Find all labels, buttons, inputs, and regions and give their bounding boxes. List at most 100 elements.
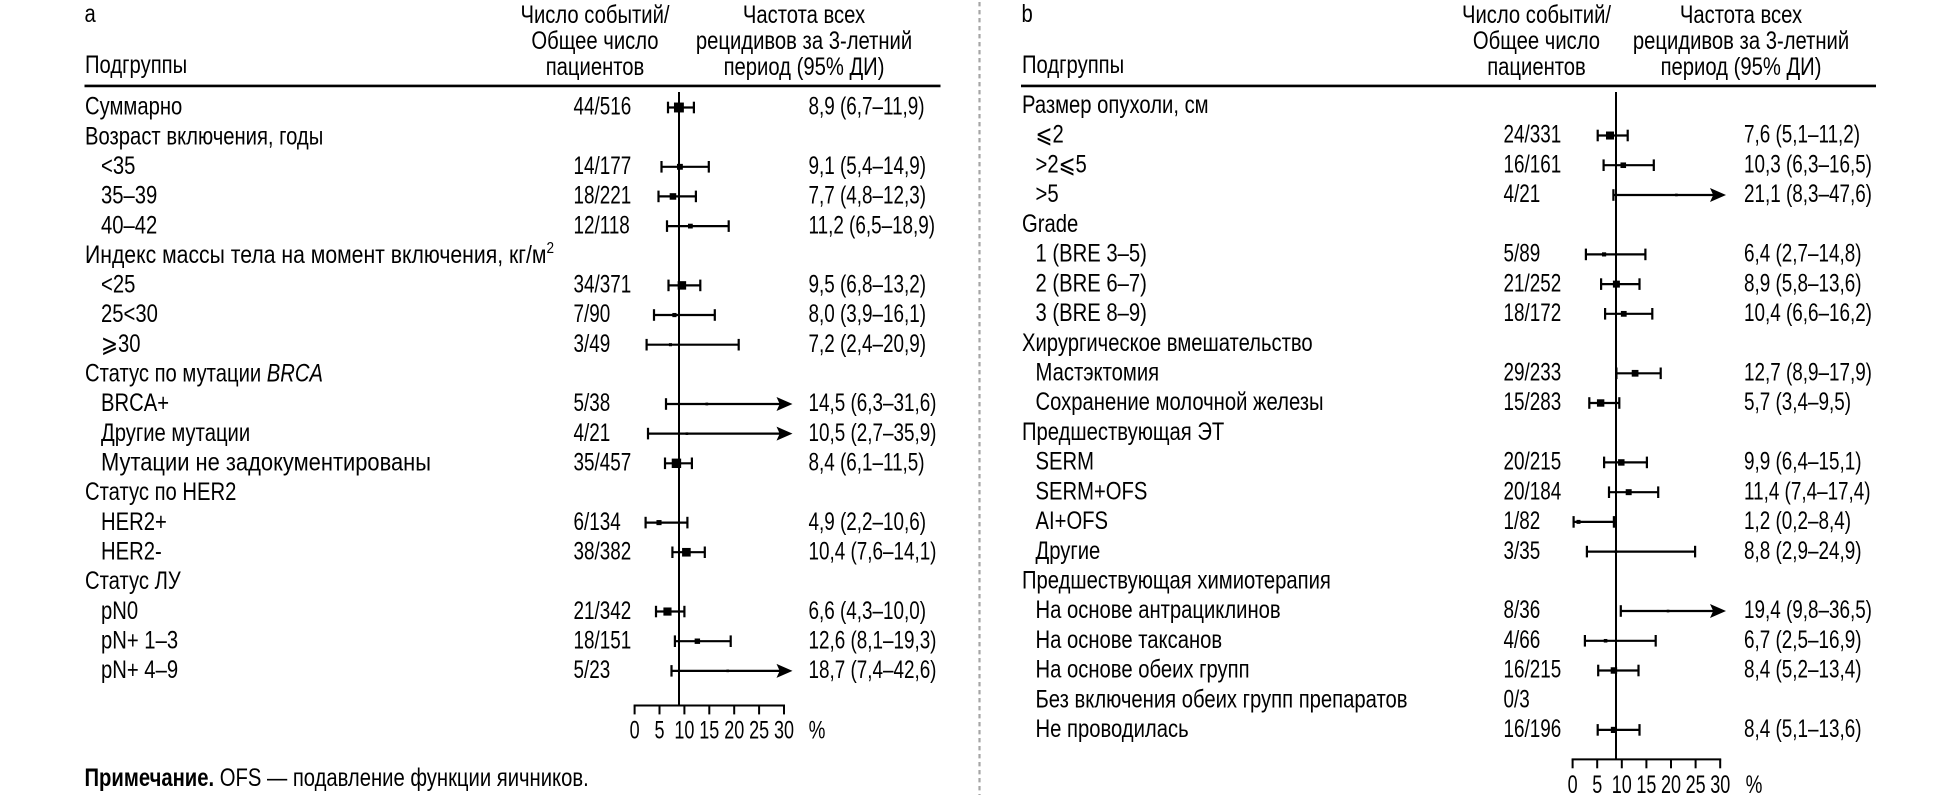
svg-text:Подгруппы: Подгруппы [85,50,187,79]
svg-text:⩾30: ⩾30 [101,329,140,358]
svg-text:5/89: 5/89 [1504,239,1541,267]
svg-text:29/233: 29/233 [1504,358,1562,386]
svg-text:Индекс массы тела на момент вк: Индекс массы тела на момент включения, к… [85,240,554,269]
svg-text:5: 5 [654,716,664,745]
svg-text:34/371: 34/371 [574,270,632,298]
svg-text:18,7 (7,4–42,6): 18,7 (7,4–42,6) [809,656,937,684]
svg-text:Предшествующая химиотерапия: Предшествующая химиотерапия [1022,565,1331,594]
svg-text:На основе обеих групп: На основе обеих групп [1036,655,1250,684]
svg-text:12,6 (8,1–19,3): 12,6 (8,1–19,3) [809,626,937,654]
svg-text:6,6 (4,3–10,0): 6,6 (4,3–10,0) [809,596,926,624]
svg-text:3/35: 3/35 [1504,536,1541,564]
svg-text:8/36: 8/36 [1504,596,1541,624]
svg-text:Сохранение молочной железы: Сохранение молочной железы [1036,387,1324,416]
svg-text:Без включения обеих групп преп: Без включения обеих групп препаратов [1036,684,1408,713]
svg-text:HER2-: HER2- [101,536,162,565]
svg-text:8,4 (6,1–11,5): 8,4 (6,1–11,5) [809,448,925,476]
svg-text:8,9 (5,8–13,6): 8,9 (5,8–13,6) [1744,269,1861,297]
svg-text:10,4 (7,6–14,1): 10,4 (7,6–14,1) [809,537,937,565]
svg-text:>5: >5 [1036,179,1059,208]
svg-text:Возраст включения, годы: Возраст включения, годы [85,121,323,150]
svg-text:Общее число: Общее число [531,26,658,55]
svg-text:8,9 (6,7–11,9): 8,9 (6,7–11,9) [809,92,925,120]
svg-text:4/21: 4/21 [574,418,611,446]
svg-text:pN0: pN0 [101,596,138,625]
svg-text:35/457: 35/457 [574,448,632,476]
svg-text:5: 5 [1592,770,1602,795]
svg-text:12/118: 12/118 [574,211,630,239]
svg-text:10: 10 [674,716,694,745]
svg-text:период (95% ДИ): период (95% ДИ) [1661,52,1822,81]
svg-text:1 (BRE 3–5): 1 (BRE 3–5) [1036,239,1147,268]
svg-text:Статус ЛУ: Статус ЛУ [85,566,181,595]
svg-text:Примечание. OFS — подавление ф: Примечание. OFS — подавление функции яич… [85,763,589,792]
svg-text:20/184: 20/184 [1504,477,1562,505]
svg-text:Хирургическое вмешательство: Хирургическое вмешательство [1022,328,1313,357]
svg-text:16/196: 16/196 [1504,715,1562,743]
svg-text:12,7 (8,9–17,9): 12,7 (8,9–17,9) [1744,358,1872,386]
svg-text:Мутации не задокументированы: Мутации не задокументированы [101,447,431,476]
svg-text:30: 30 [774,716,794,745]
svg-text:<35: <35 [101,151,135,180]
svg-text:0: 0 [1568,770,1578,795]
svg-text:1,2 (0,2–8,4): 1,2 (0,2–8,4) [1744,507,1851,535]
svg-text:10: 10 [1612,770,1632,795]
svg-text:40–42: 40–42 [101,210,157,239]
svg-text:b: b [1022,0,1033,27]
svg-text:%: % [1746,770,1763,795]
svg-text:4,9 (2,2–10,6): 4,9 (2,2–10,6) [809,507,926,535]
svg-text:5/23: 5/23 [574,656,611,684]
svg-text:7,6 (5,1–11,2): 7,6 (5,1–11,2) [1744,120,1860,148]
svg-text:18/172: 18/172 [1504,298,1562,326]
svg-text:25: 25 [1686,770,1706,795]
svg-text:15: 15 [699,716,719,745]
svg-text:18/221: 18/221 [574,181,632,209]
svg-text:a: a [85,0,97,27]
svg-text:AI+OFS: AI+OFS [1036,506,1109,535]
svg-text:Общее число: Общее число [1473,26,1600,55]
svg-text:7,2 (2,4–20,9): 7,2 (2,4–20,9) [809,329,926,357]
svg-text:19,4 (9,8–36,5): 19,4 (9,8–36,5) [1744,596,1872,624]
svg-text:8,4 (5,2–13,4): 8,4 (5,2–13,4) [1744,655,1861,683]
svg-text:7,7 (4,8–12,3): 7,7 (4,8–12,3) [809,181,926,209]
svg-text:<25: <25 [101,270,135,299]
svg-text:пациентов: пациентов [546,52,645,81]
svg-text:15/283: 15/283 [1504,388,1562,416]
svg-text:20: 20 [724,716,744,745]
svg-text:Частота всех: Частота всех [743,0,866,28]
svg-text:16/161: 16/161 [1504,150,1562,178]
svg-text:9,9 (6,4–15,1): 9,9 (6,4–15,1) [1744,447,1861,475]
svg-text:20/215: 20/215 [1504,447,1562,475]
svg-text:%: % [809,716,826,744]
svg-text:6/134: 6/134 [574,507,621,535]
svg-text:24/331: 24/331 [1504,120,1562,148]
svg-text:35–39: 35–39 [101,181,157,210]
svg-text:16/215: 16/215 [1504,655,1562,683]
svg-text:18/151: 18/151 [574,626,632,654]
svg-text:10,4 (6,6–16,2): 10,4 (6,6–16,2) [1744,298,1872,326]
svg-text:21/252: 21/252 [1504,269,1562,297]
svg-text:14,5 (6,3–31,6): 14,5 (6,3–31,6) [809,389,937,417]
svg-text:рецидивов за 3-летний: рецидивов за 3-летний [1633,26,1849,55]
svg-text:8,8 (2,9–24,9): 8,8 (2,9–24,9) [1744,536,1861,564]
svg-text:11,2 (6,5–18,9): 11,2 (6,5–18,9) [809,211,936,239]
svg-text:Другие: Другие [1036,536,1101,565]
svg-text:3/49: 3/49 [574,329,611,357]
svg-text:pN+ 4–9: pN+ 4–9 [101,655,178,684]
svg-text:рецидивов за 3-летний: рецидивов за 3-летний [696,26,912,55]
svg-text:30: 30 [1710,770,1730,795]
svg-text:Число событий/: Число событий/ [520,0,670,28]
svg-text:Статус по HER2: Статус по HER2 [85,477,236,506]
svg-text:Grade: Grade [1022,209,1078,238]
svg-text:9,5 (6,8–13,2): 9,5 (6,8–13,2) [809,270,926,298]
svg-text:Мастэктомия: Мастэктомия [1036,357,1160,386]
svg-text:Суммарно: Суммарно [85,92,182,121]
svg-text:44/516: 44/516 [574,92,632,120]
svg-text:Статус по мутации BRCA: Статус по мутации BRCA [85,358,323,387]
svg-text:8,4 (5,1–13,6): 8,4 (5,1–13,6) [1744,715,1861,743]
svg-text:>2⩽5: >2⩽5 [1036,149,1087,178]
svg-text:пациентов: пациентов [1487,52,1586,81]
svg-text:10,3 (6,3–16,5): 10,3 (6,3–16,5) [1744,150,1872,178]
svg-text:Предшествующая ЭТ: Предшествующая ЭТ [1022,417,1224,446]
svg-text:5/38: 5/38 [574,389,611,417]
